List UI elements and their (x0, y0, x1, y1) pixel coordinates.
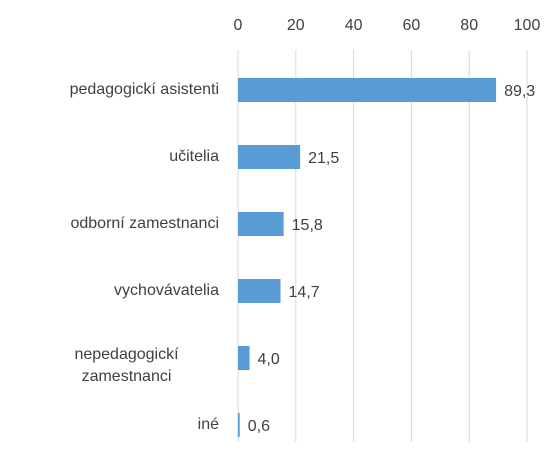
y-tick-label: pedagogickí asistenti (69, 81, 219, 98)
x-tick-label: 80 (460, 17, 478, 34)
value-label: 14,7 (288, 284, 319, 301)
x-tick-label: 20 (287, 17, 305, 34)
value-label: 15,8 (292, 217, 323, 234)
bar (238, 346, 250, 370)
x-tick-label: 100 (514, 17, 541, 34)
bar (238, 212, 284, 236)
value-label: 89,3 (504, 83, 535, 100)
x-tick-label: 60 (403, 17, 421, 34)
bar (238, 413, 240, 437)
bar (238, 145, 301, 169)
x-tick-label: 0 (234, 17, 243, 34)
y-tick-label: nepedagogickí zamestnanci (74, 346, 179, 385)
y-tick-label: vychovávatelia (114, 282, 219, 299)
bar (238, 78, 497, 102)
value-label: 4,0 (258, 351, 280, 368)
bar (238, 279, 281, 303)
value-label: 21,5 (308, 150, 339, 167)
value-label: 0,6 (248, 418, 270, 435)
y-tick-label: iné (197, 416, 219, 433)
x-tick-label: 40 (345, 17, 363, 34)
y-tick-label: odborní zamestnanci (70, 215, 219, 232)
y-tick-label: učitelia (169, 148, 219, 165)
